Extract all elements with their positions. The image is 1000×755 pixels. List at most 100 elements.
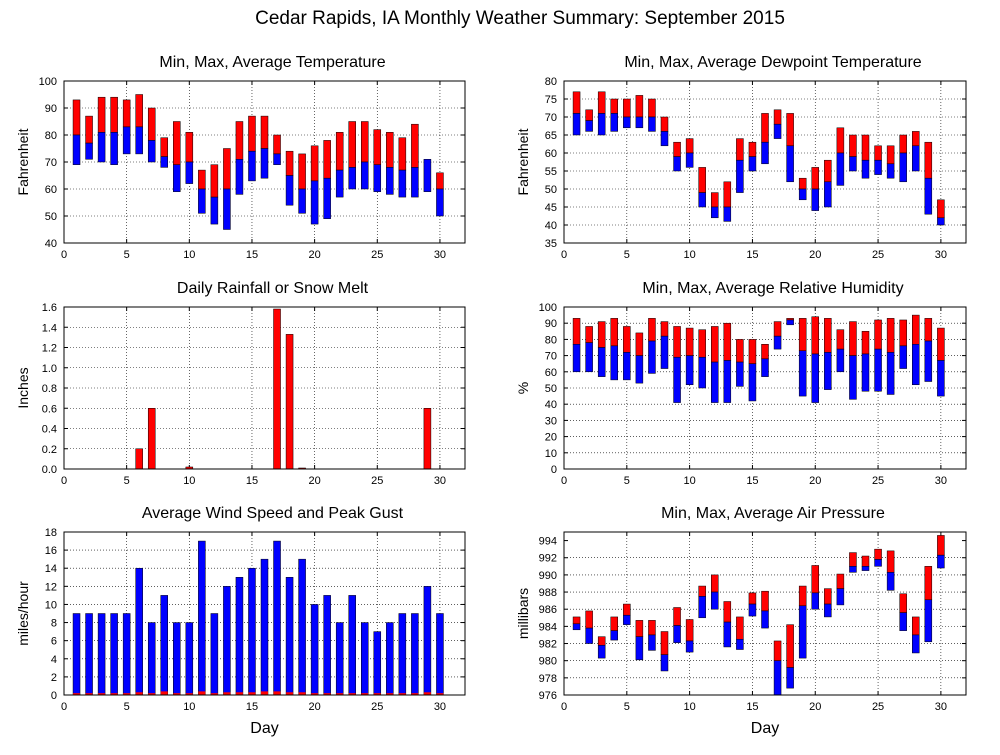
x-tick-label: 30 [935, 249, 947, 261]
bar-max-segment [711, 192, 719, 208]
bar-min-segment [761, 358, 769, 377]
bar-min-segment [348, 167, 356, 190]
bar-min-segment [310, 180, 319, 225]
bar-max-segment [836, 573, 845, 589]
bar-max-segment [260, 115, 269, 149]
bar-max-segment [648, 318, 656, 342]
bar-max-segment [585, 610, 593, 629]
bar-max-segment [798, 318, 807, 351]
y-tick-label: 2 [51, 672, 57, 684]
bar-average-wind [235, 692, 243, 695]
y-axis-label: % [515, 382, 531, 394]
bar-peak-gust [135, 567, 143, 696]
bar-peak-gust [173, 622, 181, 696]
y-tick-label: 6 [51, 636, 57, 648]
bar-average-wind [173, 693, 181, 695]
bar-max-segment [110, 96, 118, 133]
y-tick-label: 982 [539, 639, 557, 651]
plot-frame [563, 80, 967, 244]
bar-min-segment [223, 188, 231, 230]
bar-min-segment [937, 554, 945, 569]
bar-peak-gust [122, 613, 131, 696]
bar-min-segment [436, 188, 444, 217]
bar-average-wind [348, 693, 356, 695]
bar-min-segment [798, 350, 807, 397]
bar-min-segment [660, 131, 669, 147]
plot-frame [63, 80, 466, 244]
y-tick-label: 4 [51, 654, 57, 666]
chart-panel-3: Daily Rainfall or Snow Melt 0.0 0.2 0.4 0.6 0… [15, 280, 466, 487]
bar-max-segment [597, 636, 606, 646]
bar-max-segment [623, 326, 631, 353]
bar-average-wind [436, 693, 444, 695]
bar-peak-gust [411, 613, 419, 696]
y-axis-label: Fahrenheit [515, 128, 531, 195]
bar-max-segment [886, 318, 895, 353]
y-tick-label: 16 [45, 545, 57, 557]
bar-min-segment [648, 116, 656, 132]
x-tick-label: 20 [309, 475, 321, 487]
bar-min-segment [811, 592, 819, 610]
bar-max-segment [937, 327, 945, 361]
x-tick-label: 25 [872, 701, 884, 713]
x-axis-label: Day [250, 720, 278, 737]
bar-peak-gust [235, 577, 244, 696]
bar-max-segment [411, 123, 419, 168]
bar-peak-gust [298, 558, 306, 696]
x-tick-label: 5 [624, 249, 630, 261]
bar-max-segment [924, 141, 933, 179]
bar-max-segment [122, 99, 131, 128]
bar-min-segment [623, 352, 631, 381]
bar-max-segment [373, 129, 382, 165]
bar-min-segment [723, 360, 732, 403]
bar-max-segment [635, 620, 644, 637]
bar-max-segment [748, 339, 757, 364]
bar-min-segment [924, 340, 933, 382]
bar-average-wind [311, 693, 319, 695]
y-tick-label: 90 [45, 103, 57, 115]
y-tick-label: 994 [539, 536, 557, 548]
y-tick-label: 70 [545, 351, 557, 363]
chart-panel-2: Min, Max, Average Dewpoint Temperature 35… [515, 54, 967, 261]
y-tick-label: 12 [45, 581, 57, 593]
bar-min-segment [811, 188, 819, 211]
bar-max-segment [899, 319, 907, 347]
bar-min-segment [285, 175, 294, 206]
bar-min-segment [937, 217, 945, 226]
bar-max-segment [761, 344, 769, 360]
bar-max-segment [698, 167, 706, 193]
bar-average-wind [135, 692, 143, 695]
bar-peak-gust [285, 577, 294, 696]
bar-min-segment [610, 113, 618, 132]
bar-max-segment [386, 132, 394, 168]
bar-min-segment [361, 161, 369, 190]
bar-peak-gust [248, 567, 256, 696]
x-tick-label: 30 [434, 701, 446, 713]
bar-max-segment [798, 177, 807, 190]
bar-max-segment [685, 327, 694, 356]
y-tick-label: 0.6 [42, 403, 57, 415]
bar-average-wind [411, 693, 419, 695]
bar-max-segment [298, 153, 306, 190]
bar-peak-gust [436, 613, 444, 696]
x-tick-label: 10 [684, 475, 696, 487]
bar-min-segment [572, 344, 581, 373]
bar-max-segment [811, 316, 819, 355]
bar-min-segment [585, 627, 593, 644]
y-tick-label: 0.2 [42, 444, 57, 456]
bar-average-wind [123, 693, 131, 695]
bar-peak-gust [361, 622, 369, 696]
y-tick-label: 1.6 [42, 302, 57, 314]
bar-max-segment [648, 98, 656, 118]
bar-peak-gust [110, 613, 118, 696]
bar-peak-gust [210, 613, 219, 696]
bar-max-segment [160, 137, 168, 157]
bar-min-segment [122, 126, 131, 155]
y-tick-label: 990 [539, 570, 557, 582]
bar-max-segment [147, 107, 156, 141]
y-axis-label: Inches [15, 367, 31, 408]
chart-title: Min, Max, Average Dewpoint Temperature [624, 54, 921, 71]
chart-panel-5: Average Wind Speed and Peak Gust 0 2 4 6 8 10 1… [15, 505, 466, 737]
bar-max-segment [899, 134, 907, 154]
y-tick-label: 986 [539, 604, 557, 616]
